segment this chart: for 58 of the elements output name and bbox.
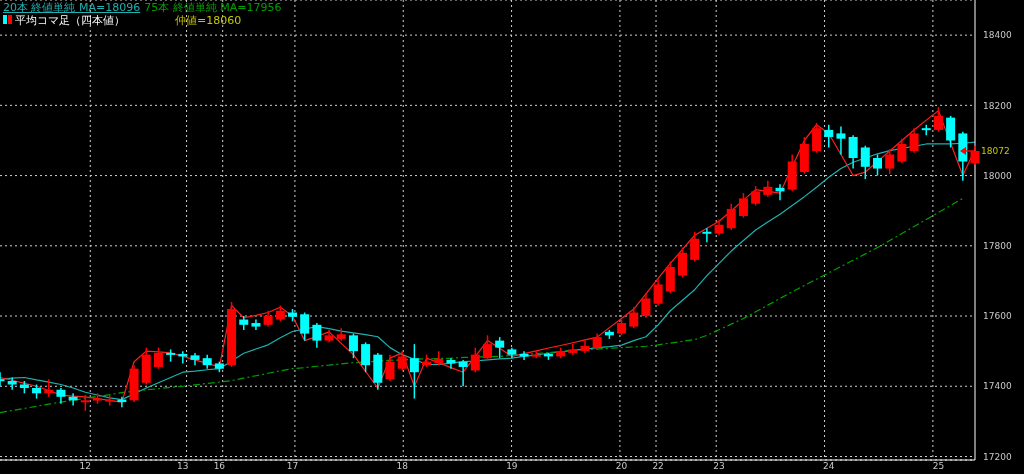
candlestick xyxy=(153,346,163,370)
candlestick xyxy=(348,332,358,359)
candlestick xyxy=(629,306,639,330)
candlestick xyxy=(483,334,492,361)
text: 20本 終値単純 MA=18096 xyxy=(3,1,141,14)
candlestick xyxy=(933,106,943,133)
candlestick xyxy=(946,115,956,149)
candlestick xyxy=(824,123,834,149)
candlestick xyxy=(970,144,980,166)
candlestick xyxy=(726,202,736,231)
text: 75本 終値単純 MA=17956 xyxy=(144,1,282,14)
legend-label: 平均コマ足（四本値） xyxy=(15,14,125,27)
x-tick-label: 17 xyxy=(286,461,299,472)
y-tick-label: 17600 xyxy=(983,311,1012,322)
x-tick-label: 16 xyxy=(213,461,226,472)
candlestick xyxy=(312,322,322,349)
y-tick-label: 17200 xyxy=(983,451,1012,462)
candlestick xyxy=(409,343,419,400)
candlestick xyxy=(361,341,371,373)
candlestick xyxy=(836,125,846,156)
candlestick xyxy=(470,346,480,373)
y-tick-label: 17400 xyxy=(983,381,1012,392)
candlestick xyxy=(678,246,687,279)
candlestick xyxy=(897,137,907,165)
annotation: 仲値=18060 xyxy=(175,14,242,27)
x-tick-label: 24 xyxy=(823,461,835,472)
y-tick-label: 18400 xyxy=(983,30,1012,41)
candlestick xyxy=(738,192,748,219)
candlestick xyxy=(300,311,310,342)
candlestick xyxy=(860,144,870,180)
candlestick xyxy=(653,278,663,307)
y-tick-label: 18200 xyxy=(983,100,1012,111)
candlestick xyxy=(385,353,395,382)
candlestick xyxy=(495,336,505,359)
x-tick-label: 18 xyxy=(396,461,409,472)
x-tick-label: 22 xyxy=(652,461,664,472)
y-tick-label: 17800 xyxy=(983,241,1012,251)
x-tick-label: 25 xyxy=(932,461,945,472)
candlestick xyxy=(873,153,882,177)
x-tick-label: 12 xyxy=(79,461,92,472)
candlestick xyxy=(909,127,919,154)
candlestick xyxy=(397,350,407,372)
x-tick-label: 20 xyxy=(615,461,628,472)
candlestick xyxy=(885,148,895,175)
candlestick xyxy=(702,227,712,244)
x-tick-label: 19 xyxy=(506,461,518,472)
y-tick-label: 18000 xyxy=(983,170,1012,181)
candlestick xyxy=(641,292,651,319)
x-tick-label: 13 xyxy=(177,461,189,472)
x-tick-label: 23 xyxy=(713,461,725,472)
candlestick xyxy=(812,122,822,154)
candlestick xyxy=(848,134,858,170)
candlestick xyxy=(7,376,17,391)
line-series xyxy=(0,197,964,414)
candlestick xyxy=(690,231,700,263)
text: 18072 xyxy=(981,145,1010,157)
candlestick xyxy=(458,359,468,388)
candlestick xyxy=(751,185,761,207)
